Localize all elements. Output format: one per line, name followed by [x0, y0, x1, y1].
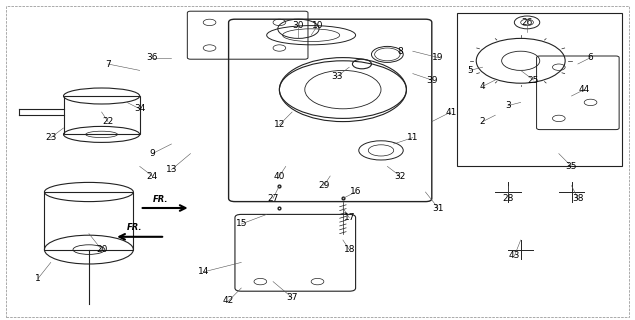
Text: 42: 42 — [223, 296, 234, 305]
Text: 25: 25 — [528, 76, 539, 84]
Text: 19: 19 — [432, 53, 444, 62]
Text: 27: 27 — [267, 194, 279, 203]
Text: FR.: FR. — [127, 223, 142, 232]
Text: 3: 3 — [505, 101, 511, 110]
Text: 11: 11 — [407, 133, 418, 142]
Text: 34: 34 — [134, 104, 145, 113]
Text: 31: 31 — [432, 204, 444, 212]
Text: 40: 40 — [274, 172, 285, 180]
Text: 24: 24 — [147, 172, 158, 180]
Text: 5: 5 — [467, 66, 473, 75]
Text: 37: 37 — [286, 293, 298, 302]
Text: 1: 1 — [35, 274, 41, 283]
Text: 38: 38 — [572, 194, 584, 203]
Bar — [64, 96, 140, 134]
Text: 28: 28 — [502, 194, 514, 203]
Text: 23: 23 — [45, 133, 57, 142]
Text: 39: 39 — [426, 76, 438, 84]
Text: 8: 8 — [397, 47, 403, 56]
Text: 7: 7 — [105, 60, 111, 68]
Text: 26: 26 — [521, 18, 533, 27]
Text: 18: 18 — [344, 245, 355, 254]
Text: 9: 9 — [149, 149, 156, 158]
Text: 22: 22 — [102, 117, 114, 126]
Text: 13: 13 — [166, 165, 177, 174]
Text: 16: 16 — [350, 188, 361, 196]
Bar — [44, 192, 133, 250]
Text: 17: 17 — [344, 213, 355, 222]
Text: 6: 6 — [587, 53, 594, 62]
Text: 43: 43 — [509, 252, 520, 260]
Text: 32: 32 — [394, 172, 406, 180]
Text: 36: 36 — [147, 53, 158, 62]
Text: 12: 12 — [274, 120, 285, 129]
Text: 2: 2 — [480, 117, 485, 126]
Text: 30: 30 — [293, 21, 304, 30]
Text: 44: 44 — [578, 85, 590, 94]
Text: 35: 35 — [566, 162, 577, 171]
Text: 20: 20 — [96, 245, 107, 254]
Bar — [457, 13, 622, 166]
Text: 41: 41 — [445, 108, 457, 116]
Text: 10: 10 — [312, 21, 323, 30]
Text: 4: 4 — [480, 82, 485, 91]
Text: 29: 29 — [318, 181, 330, 190]
Text: 15: 15 — [236, 220, 247, 228]
Text: FR.: FR. — [152, 195, 168, 204]
Text: 14: 14 — [197, 268, 209, 276]
Text: 33: 33 — [331, 72, 342, 81]
